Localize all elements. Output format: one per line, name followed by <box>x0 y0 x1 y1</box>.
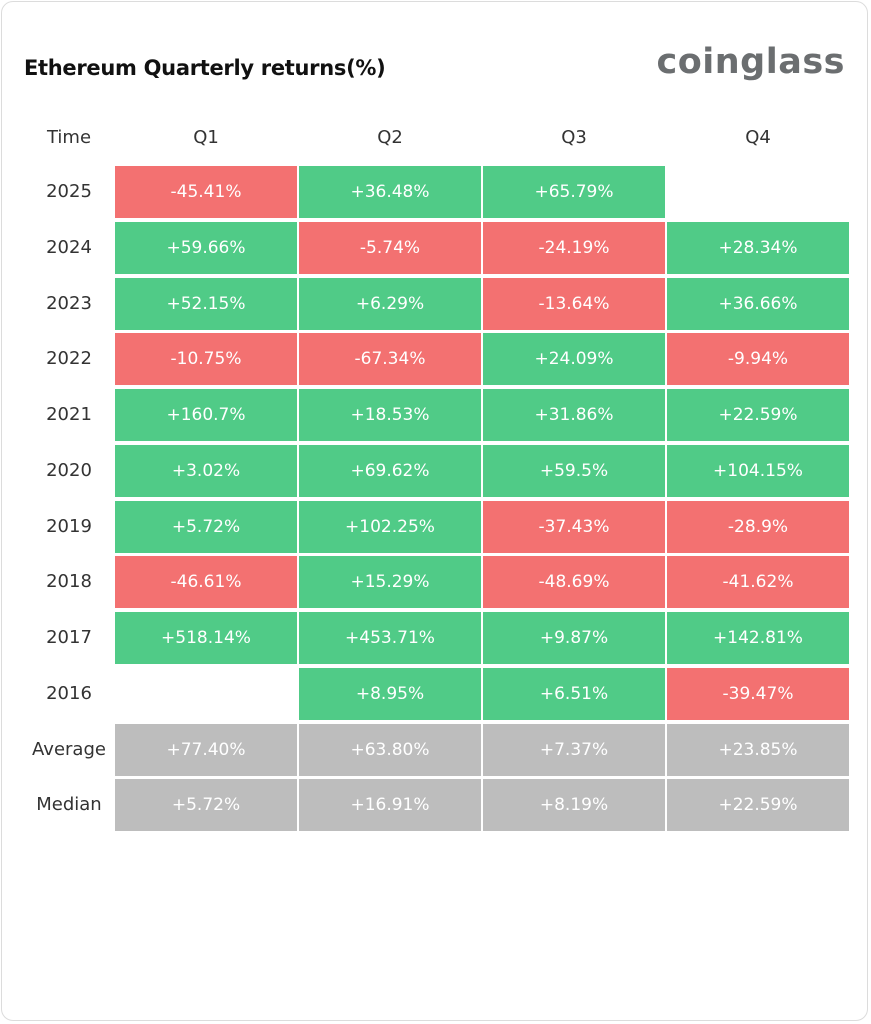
row-label: 2024 <box>46 236 92 258</box>
return-cell: +59.5% <box>483 444 665 497</box>
return-cell: +22.59% <box>667 779 849 832</box>
column-header: Q1 <box>193 127 219 148</box>
return-cell: +518.14% <box>115 612 297 664</box>
return-cell: +142.81% <box>667 612 849 664</box>
return-cell: +8.19% <box>483 779 665 832</box>
return-cell: +102.25% <box>299 500 481 553</box>
return-cell: +36.48% <box>299 166 481 218</box>
return-cell: -13.64% <box>483 277 665 330</box>
return-cell: -67.34% <box>299 333 481 386</box>
row-label: 2020 <box>46 459 92 481</box>
return-cell: +77.40% <box>115 723 297 776</box>
column-header: Q4 <box>745 127 771 148</box>
row-label: Average <box>32 738 106 760</box>
return-cell: +8.95% <box>299 667 481 720</box>
row-label: 2019 <box>46 515 92 537</box>
return-cell: +22.59% <box>667 389 849 441</box>
return-cell: +52.15% <box>115 277 297 330</box>
return-cell: -24.19% <box>483 221 665 274</box>
return-cell: -9.94% <box>667 333 849 386</box>
return-cell: +63.80% <box>299 723 481 776</box>
return-cell: -5.74% <box>299 221 481 274</box>
return-cell: +23.85% <box>667 723 849 776</box>
return-cell: +5.72% <box>115 500 297 553</box>
return-cell: +36.66% <box>667 277 849 330</box>
return-cell: -45.41% <box>115 166 297 218</box>
title: Ethereum Quarterly returns(%) <box>24 56 386 80</box>
return-cell: -10.75% <box>115 333 297 386</box>
return-cell: -28.9% <box>667 500 849 553</box>
row-label: 2022 <box>46 348 92 370</box>
row-label: 2017 <box>46 627 92 648</box>
return-cell: +65.79% <box>483 166 665 218</box>
return-cell: +24.09% <box>483 333 665 386</box>
column-header: Time <box>46 127 92 148</box>
row-label: 2023 <box>46 292 92 314</box>
column-header: Q3 <box>561 127 587 148</box>
return-cell: +16.91% <box>299 779 481 832</box>
return-cell: +160.7% <box>115 389 297 441</box>
return-cell: -41.62% <box>667 556 849 609</box>
row-label: 2016 <box>46 682 92 704</box>
return-cell: +69.62% <box>299 444 481 497</box>
return-cell: +18.53% <box>299 389 481 441</box>
row-label: 2021 <box>46 404 92 425</box>
row-label: Median <box>36 794 102 816</box>
column-header: Q2 <box>377 127 403 148</box>
return-cell: +5.72% <box>115 779 297 832</box>
return-cell: +3.02% <box>115 444 297 497</box>
row-label: 2025 <box>46 181 92 202</box>
row-label: 2018 <box>46 571 92 593</box>
return-cell: -39.47% <box>667 667 849 720</box>
return-cell: +6.51% <box>483 667 665 720</box>
return-cell: +7.37% <box>483 723 665 776</box>
return-cell: +453.71% <box>299 612 481 664</box>
return-cell: +104.15% <box>667 444 849 497</box>
return-cell: +15.29% <box>299 556 481 609</box>
return-cell: +31.86% <box>483 389 665 441</box>
brand-logo: coinglass <box>656 42 845 82</box>
return-cell: +59.66% <box>115 221 297 274</box>
return-cell: -48.69% <box>483 556 665 609</box>
return-cell: +6.29% <box>299 277 481 330</box>
return-cell: -37.43% <box>483 500 665 553</box>
return-cell: +28.34% <box>667 221 849 274</box>
return-cell: -46.61% <box>115 556 297 609</box>
return-cell: +9.87% <box>483 612 665 664</box>
